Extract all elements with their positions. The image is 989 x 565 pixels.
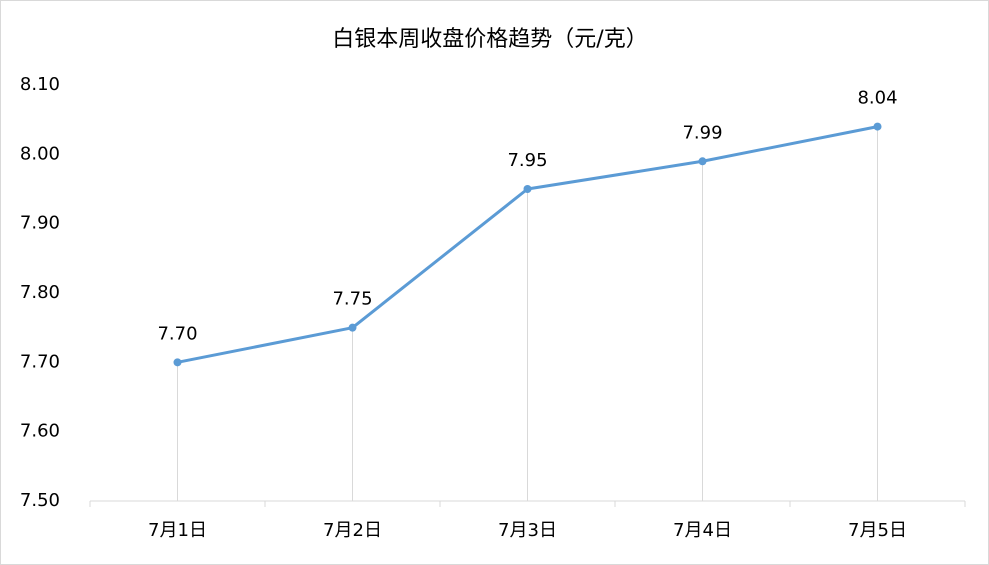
marker bbox=[523, 185, 532, 193]
data-label: 7.75 bbox=[332, 289, 372, 310]
x-tick-label: 7月4日 bbox=[673, 520, 732, 541]
y-tick-label: 8.10 bbox=[20, 74, 60, 95]
data-label: 8.04 bbox=[857, 88, 897, 109]
x-tick-label: 7月5日 bbox=[848, 520, 907, 541]
y-tick-label: 7.70 bbox=[20, 351, 60, 372]
data-label: 7.95 bbox=[507, 150, 547, 171]
data-label: 7.70 bbox=[157, 323, 197, 344]
y-tick-label: 7.90 bbox=[20, 213, 60, 234]
x-tick-label: 7月1日 bbox=[148, 520, 207, 541]
y-tick-label: 7.60 bbox=[20, 421, 60, 442]
data-label: 7.99 bbox=[682, 122, 722, 143]
x-tick-label: 7月3日 bbox=[498, 520, 557, 541]
marker bbox=[348, 323, 357, 332]
marker bbox=[698, 157, 707, 166]
y-tick-label: 7.80 bbox=[20, 282, 60, 303]
marker bbox=[873, 122, 882, 131]
marker bbox=[173, 358, 182, 367]
y-tick-label: 8.00 bbox=[20, 143, 60, 164]
y-tick-label: 7.50 bbox=[20, 490, 60, 511]
chart-title: 白银本周收盘价格趋势（元/克） bbox=[332, 27, 647, 52]
x-tick-label: 7月2日 bbox=[323, 520, 382, 541]
